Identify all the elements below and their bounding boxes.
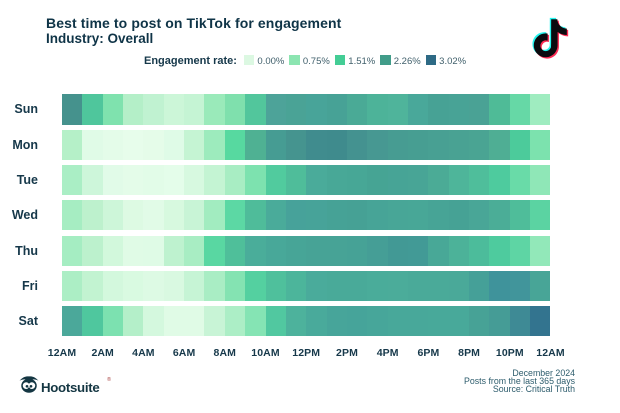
svg-text:®: ® — [107, 376, 111, 383]
svg-text:Hootsuite: Hootsuite — [41, 380, 99, 395]
